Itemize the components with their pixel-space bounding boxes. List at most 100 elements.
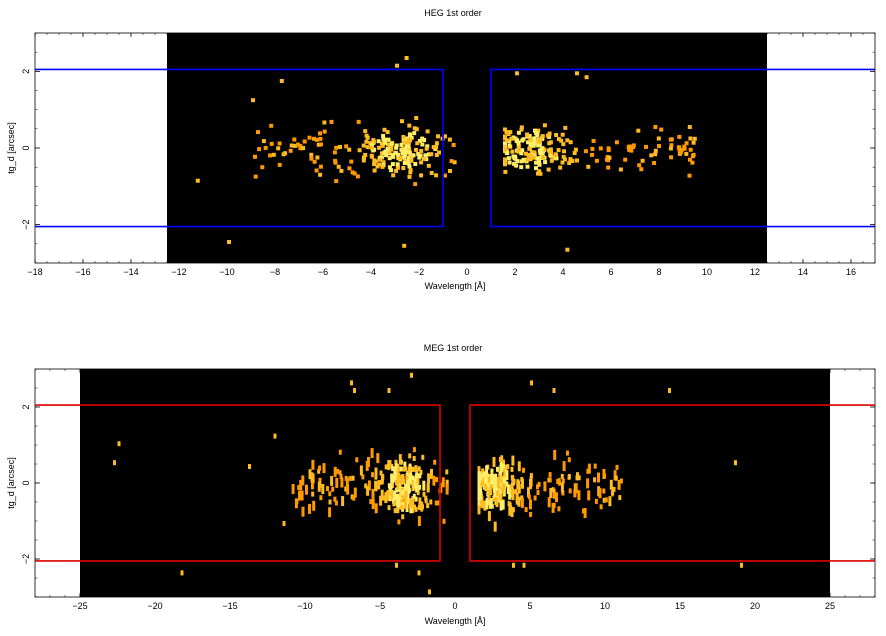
- event-pixel: [378, 157, 383, 162]
- event-pixel: [511, 135, 516, 140]
- event-pixel: [536, 490, 540, 496]
- event-pixel: [422, 491, 426, 497]
- event-pixel: [503, 162, 507, 167]
- event-pixel: [480, 503, 484, 509]
- x-tick-label: 2: [512, 267, 517, 277]
- x-tick-label: −4: [366, 267, 376, 277]
- event-pixel: [678, 150, 683, 155]
- event-pixel: [516, 140, 521, 145]
- event-pixel: [537, 142, 542, 147]
- event-pixel: [301, 506, 305, 517]
- event-pixel: [381, 160, 386, 165]
- heg-region-plus: [490, 68, 875, 228]
- event-pixel: [385, 137, 390, 142]
- heg-extraction-regions: [35, 68, 875, 228]
- event-pixel: [542, 123, 547, 128]
- event-pixel: [406, 498, 409, 504]
- event-pixel: [510, 507, 514, 517]
- event-pixel: [503, 134, 507, 139]
- event-pixel: [420, 142, 425, 147]
- event-pixel: [335, 477, 339, 488]
- event-pixel: [369, 499, 373, 505]
- event-pixel: [506, 464, 510, 470]
- event-pixel: [493, 481, 497, 487]
- event-pixel: [381, 474, 385, 480]
- x-tick-label: −2: [414, 267, 424, 277]
- event-pixel: [557, 506, 561, 512]
- event-pixel: [409, 158, 414, 163]
- event-pixel: [298, 491, 301, 497]
- event-pixel: [623, 157, 628, 162]
- event-pixel: [407, 147, 412, 152]
- event-pixel: [535, 132, 540, 136]
- event-pixel: [396, 503, 400, 514]
- event-pixel: [411, 479, 415, 490]
- meg-xlabel: Wavelength [Å]: [425, 616, 486, 626]
- event-pixel: [382, 150, 387, 155]
- event-pixel: [377, 484, 381, 490]
- event-pixel: [568, 488, 572, 494]
- event-pixel: [548, 150, 553, 155]
- event-pixel: [322, 129, 327, 134]
- outlier-pixel: [350, 380, 353, 386]
- event-pixel: [294, 498, 298, 509]
- event-pixel: [350, 170, 355, 175]
- event-pixel: [415, 141, 420, 146]
- event-pixel: [359, 465, 363, 476]
- event-pixel: [511, 490, 515, 501]
- event-pixel: [414, 116, 419, 120]
- event-pixel: [364, 139, 369, 144]
- event-pixel: [412, 126, 417, 131]
- event-pixel: [376, 139, 381, 144]
- event-pixel: [690, 160, 695, 165]
- event-pixel: [542, 147, 547, 152]
- event-pixel: [391, 478, 395, 484]
- event-pixel: [502, 483, 506, 489]
- event-pixel: [607, 155, 612, 160]
- event-pixel: [519, 159, 524, 164]
- event-pixel: [483, 500, 487, 511]
- event-pixel: [367, 480, 371, 491]
- event-pixel: [415, 472, 419, 478]
- event-pixel: [627, 147, 632, 152]
- event-pixel: [434, 153, 439, 157]
- event-pixel: [477, 471, 481, 482]
- event-pixel: [639, 167, 644, 172]
- event-pixel: [493, 482, 496, 493]
- x-tick-label: 25: [825, 601, 835, 611]
- event-pixel: [573, 147, 578, 152]
- event-pixel: [532, 150, 537, 155]
- event-pixel: [481, 468, 485, 474]
- event-pixel: [499, 494, 503, 505]
- event-pixel: [532, 139, 537, 144]
- event-pixel: [389, 484, 393, 490]
- x-tick-label: −5: [375, 601, 385, 611]
- event-pixel: [390, 152, 395, 157]
- event-pixel: [375, 164, 380, 169]
- event-pixel: [487, 489, 491, 500]
- event-pixel: [404, 490, 408, 501]
- event-pixel: [529, 499, 532, 510]
- event-pixel: [485, 465, 489, 476]
- event-pixel: [537, 481, 541, 487]
- event-pixel: [389, 168, 394, 173]
- event-pixel: [384, 464, 388, 470]
- x-tick-label: −20: [147, 601, 162, 611]
- event-pixel: [404, 144, 409, 149]
- event-pixel: [598, 146, 603, 151]
- event-pixel: [416, 151, 421, 156]
- event-pixel: [477, 491, 481, 502]
- event-pixel: [538, 171, 543, 176]
- event-pixel: [537, 162, 542, 167]
- event-pixel: [391, 498, 395, 504]
- event-pixel: [445, 469, 449, 475]
- event-pixel: [531, 155, 536, 160]
- event-pixel: [380, 164, 385, 169]
- event-pixel: [412, 447, 416, 453]
- outlier-pixel: [251, 98, 255, 103]
- event-pixel: [425, 144, 430, 149]
- event-pixel: [593, 477, 597, 483]
- y-tick-label: −2: [21, 554, 31, 564]
- event-pixel: [388, 145, 393, 150]
- event-pixel: [381, 137, 386, 142]
